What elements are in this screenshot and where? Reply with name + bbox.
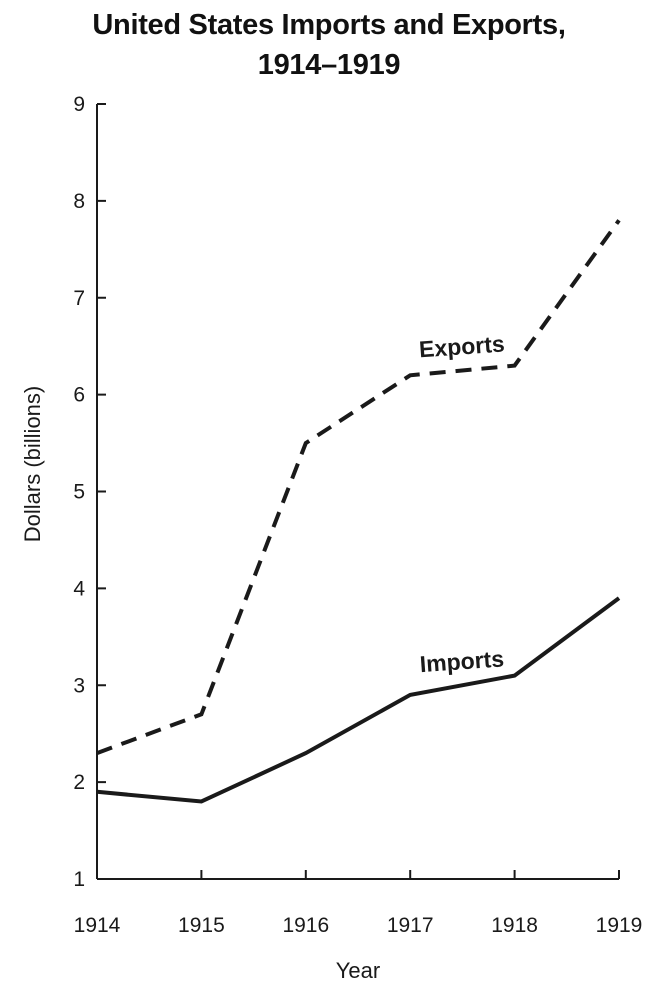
chart-title-line-1: United States Imports and Exports, [92, 9, 566, 41]
series-label-imports: Imports [419, 645, 505, 677]
y-axis-label: Dollars (billions) [20, 386, 45, 542]
y-tick-label: 7 [73, 287, 85, 310]
series-line-imports [96, 596, 621, 804]
y-tick-label: 3 [73, 674, 85, 697]
y-tick-label: 2 [73, 771, 85, 794]
x-axis-label: Year [336, 958, 380, 983]
x-tick-label: 1916 [282, 914, 329, 937]
x-tick-label: 1914 [74, 914, 121, 937]
y-tick-label: 8 [73, 190, 85, 213]
x-tick-label: 1919 [596, 914, 643, 937]
x-tick-label: 1918 [491, 914, 538, 937]
x-tick-label: 1915 [178, 914, 225, 937]
y-tick-label: 1 [73, 868, 85, 891]
y-tick-label: 9 [73, 93, 85, 116]
y-tick-label: 6 [73, 384, 85, 407]
x-tick-label: 1917 [387, 914, 434, 937]
chart-title-line-2: 1914–1919 [257, 49, 401, 81]
y-tick-label: 4 [73, 577, 85, 600]
series-label-exports: Exports [418, 330, 505, 362]
series-line-exports [96, 219, 621, 755]
y-tick-label: 5 [73, 481, 85, 504]
